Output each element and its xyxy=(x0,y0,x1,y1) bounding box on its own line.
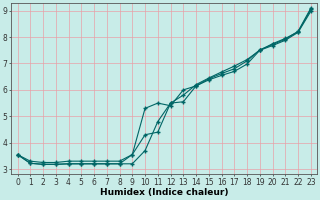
X-axis label: Humidex (Indice chaleur): Humidex (Indice chaleur) xyxy=(100,188,228,197)
